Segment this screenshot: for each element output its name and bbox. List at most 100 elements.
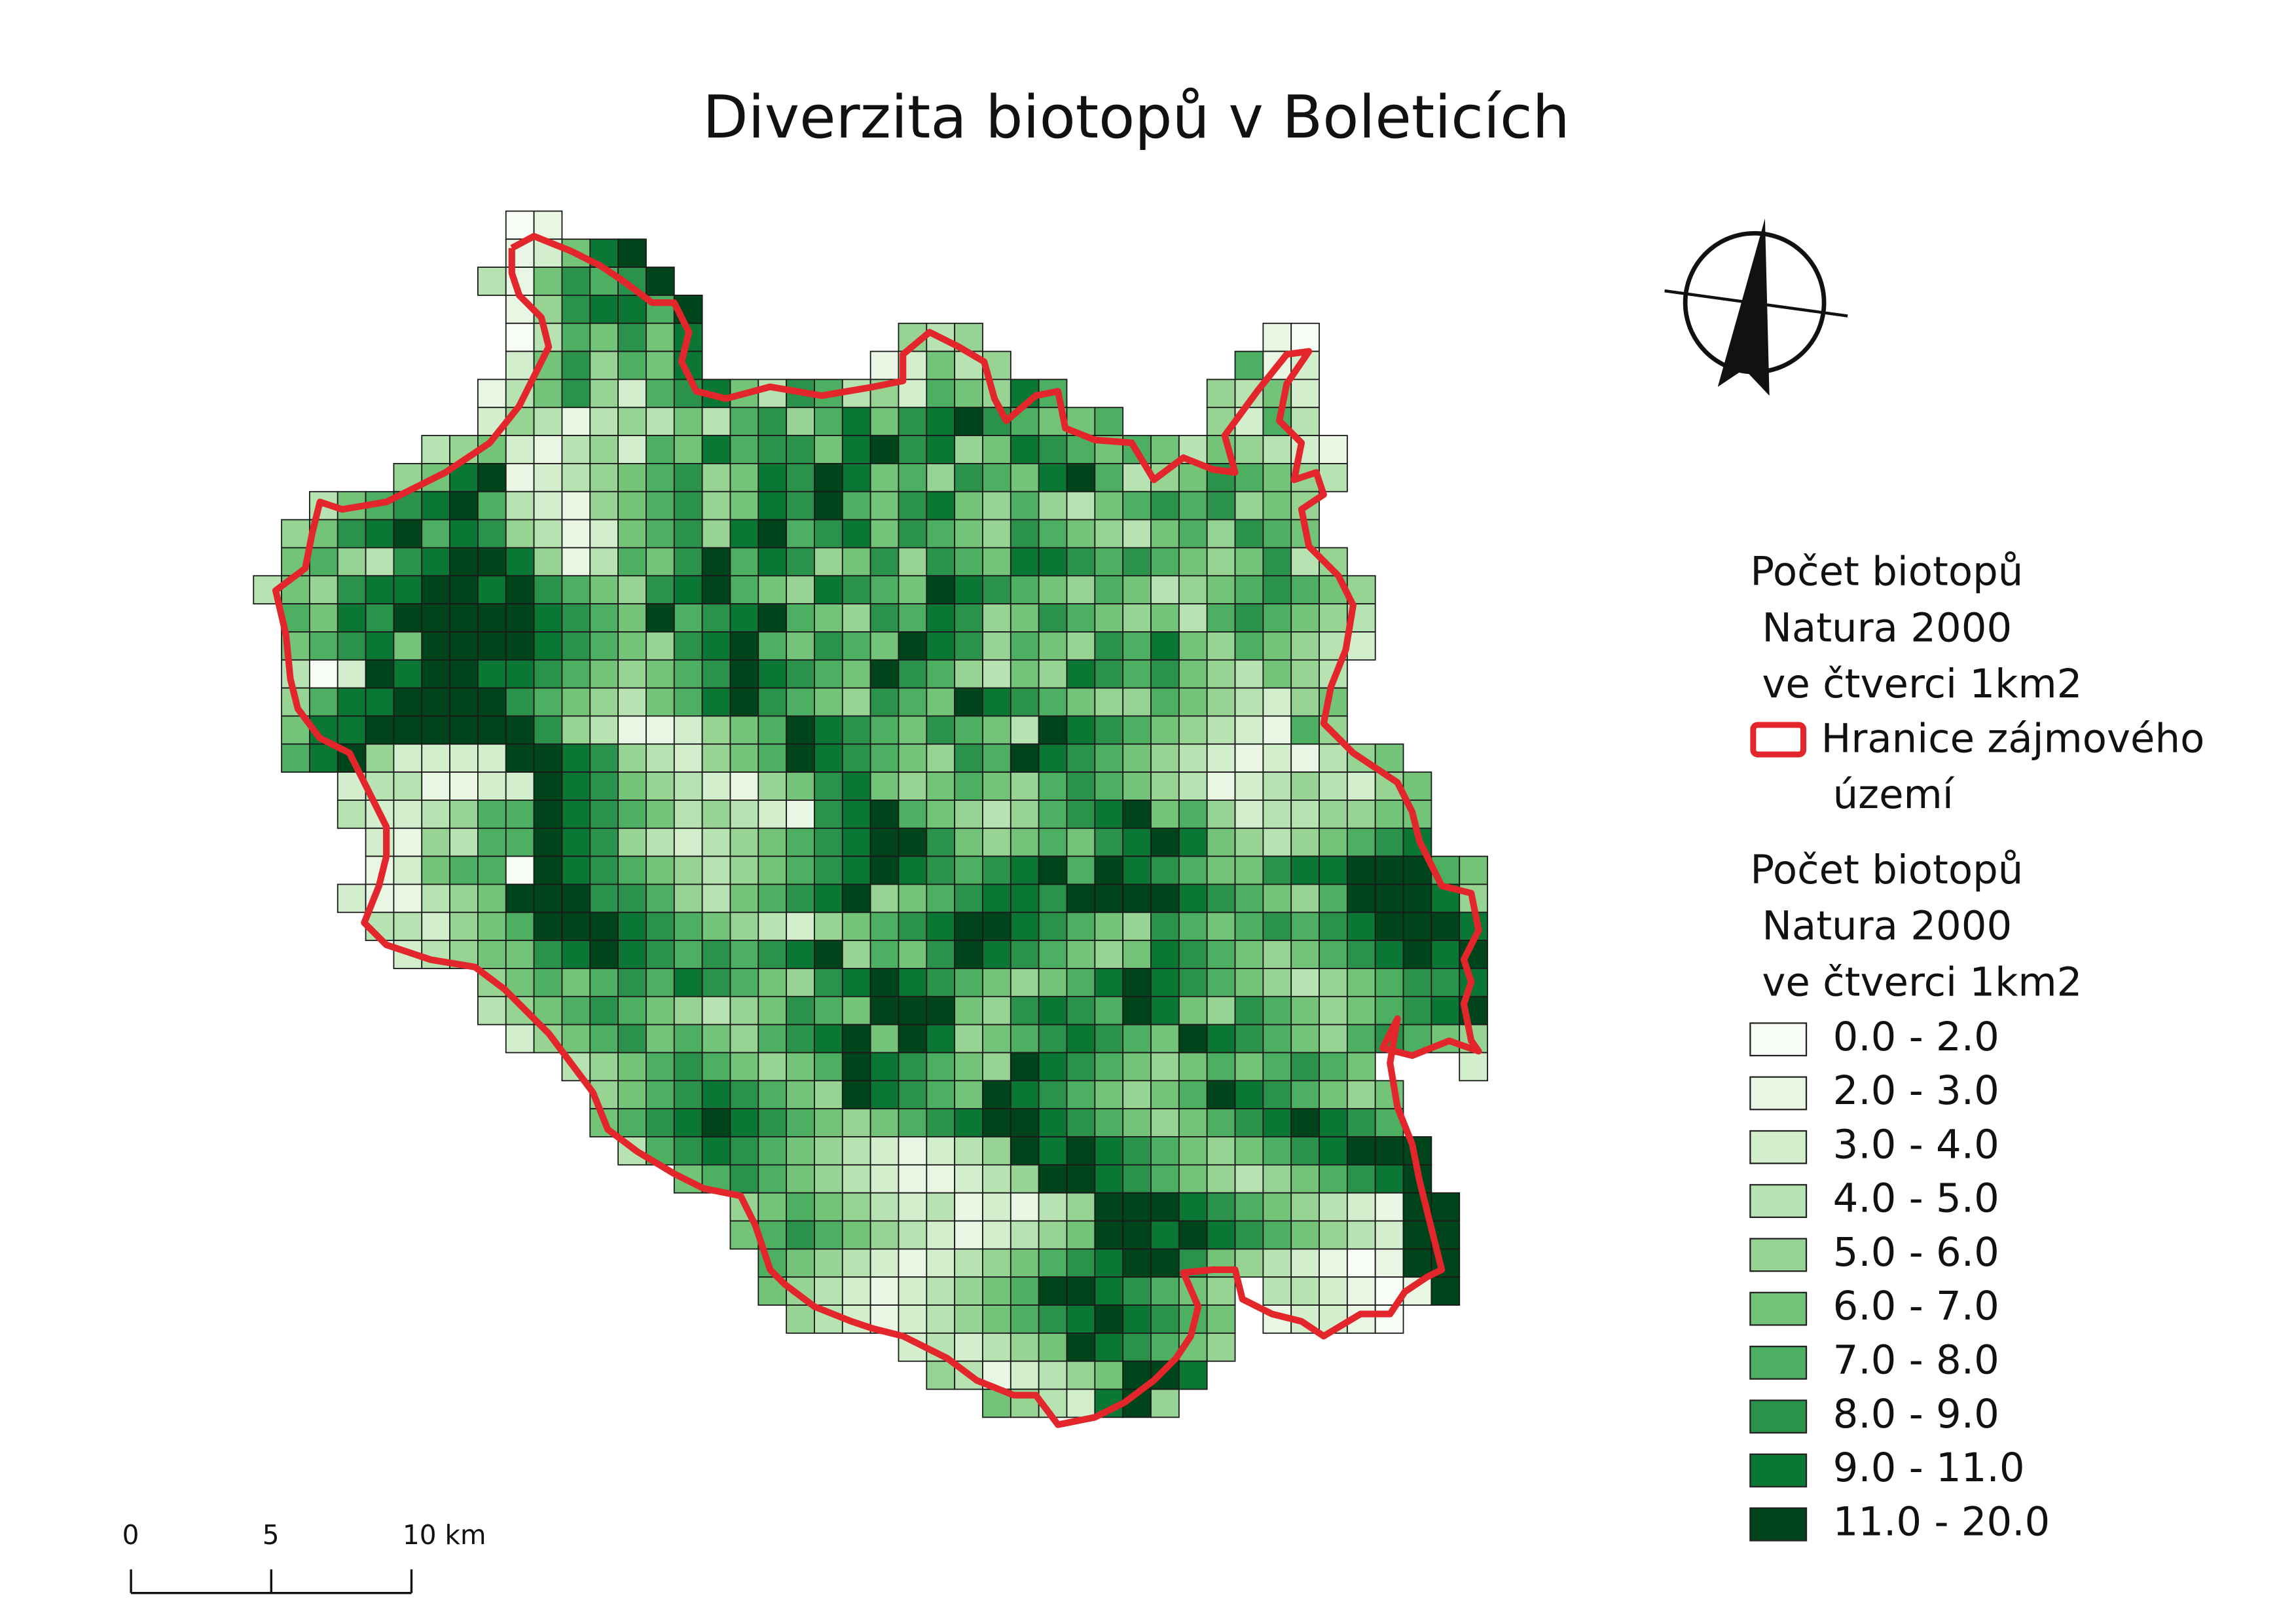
- grid-cell: [982, 1024, 1011, 1054]
- grid-cell: [449, 912, 479, 942]
- grid-cell: [729, 1136, 759, 1166]
- grid-cell: [786, 659, 815, 689]
- grid-cell: [786, 463, 815, 492]
- grid-cell: [1206, 1192, 1236, 1222]
- grid-cell: [1346, 968, 1376, 997]
- legend-boundary-label: Hranice zájmového: [1821, 715, 2205, 762]
- grid-cell: [1038, 519, 1068, 549]
- grid-cell: [646, 322, 675, 352]
- grid-cell: [1430, 940, 1461, 969]
- grid-cell: [786, 1220, 815, 1250]
- grid-cell: [1206, 995, 1236, 1025]
- grid-cell: [701, 435, 731, 464]
- grid-cell: [365, 547, 395, 577]
- grid-cell: [786, 771, 815, 801]
- grid-cell: [757, 743, 788, 773]
- grid-cell: [1319, 912, 1348, 942]
- grid-cell: [729, 687, 759, 717]
- grid-cell: [1178, 883, 1208, 913]
- grid-cell: [954, 1276, 983, 1306]
- grid-cell: [561, 968, 591, 997]
- grid-cell: [1319, 883, 1348, 913]
- grid-cell: [617, 631, 647, 661]
- grid-cell: [1038, 631, 1068, 661]
- grid-cell: [869, 1108, 900, 1137]
- grid-cell: [701, 687, 731, 717]
- grid-cell: [1290, 827, 1320, 857]
- grid-cell: [701, 940, 731, 969]
- grid-cell: [309, 575, 338, 605]
- grid-cell: [673, 435, 703, 464]
- grid-cell: [982, 855, 1011, 885]
- grid-cell: [954, 800, 983, 829]
- grid-cell: [786, 519, 815, 549]
- legend-swatch: [1749, 1184, 1808, 1218]
- grid-cell: [701, 1136, 731, 1166]
- grid-cell: [1262, 631, 1292, 661]
- grid-cell: [337, 519, 367, 549]
- grid-cell: [589, 435, 619, 464]
- grid-cell: [449, 490, 479, 521]
- grid-cell: [1150, 743, 1180, 773]
- grid-cell: [1150, 1108, 1180, 1137]
- grid-cell: [841, 1276, 871, 1306]
- grid-cell: [898, 547, 928, 577]
- grid-cell: [841, 1248, 871, 1278]
- grid-cell: [309, 659, 338, 689]
- grid-cell: [673, 1024, 703, 1054]
- grid-cell: [1262, 435, 1292, 464]
- grid-cell: [898, 1052, 928, 1082]
- grid-cell: [1319, 603, 1348, 633]
- grid-cell: [1066, 1052, 1096, 1082]
- grid-cell: [1066, 743, 1096, 773]
- grid-cell: [954, 490, 983, 521]
- grid-cell: [954, 1192, 983, 1222]
- grid-cell: [1010, 1332, 1040, 1362]
- grid-cell: [617, 519, 647, 549]
- grid-cell: [982, 1276, 1011, 1306]
- grid-cell: [729, 463, 759, 492]
- legend-boundary-label: území: [1833, 771, 1955, 818]
- grid-cell: [1178, 547, 1208, 577]
- legend: Počet biotopů Natura 2000 ve čtverci 1km2 H…: [1749, 549, 2205, 1545]
- grid-cell: [1066, 968, 1096, 997]
- legend-title: Natura 2000: [1762, 903, 2012, 950]
- grid-cell: [589, 1024, 619, 1054]
- grid-cell: [646, 490, 675, 521]
- grid-cell: [1262, 1248, 1292, 1278]
- grid-cell: [869, 1080, 900, 1110]
- grid-cell: [1066, 463, 1096, 492]
- grid-cell: [1290, 378, 1320, 409]
- grid-cell: [1206, 1052, 1236, 1082]
- grid-cell: [646, 1052, 675, 1082]
- grid-cell: [898, 519, 928, 549]
- grid-cell: [1206, 771, 1236, 801]
- grid-cell: [926, 1192, 956, 1222]
- grid-layer: [253, 210, 1488, 1418]
- scale-bar-label: 0: [122, 1519, 139, 1551]
- grid-cell: [701, 1024, 731, 1054]
- grid-cell: [1178, 771, 1208, 801]
- grid-cell: [1038, 1024, 1068, 1054]
- grid-cell: [1094, 603, 1124, 633]
- grid-cell: [589, 322, 619, 352]
- grid-cell: [561, 743, 591, 773]
- grid-cell: [1150, 575, 1180, 605]
- grid-cell: [561, 1024, 591, 1054]
- grid-cell: [505, 575, 535, 605]
- grid-cell: [729, 407, 759, 436]
- grid-cell: [646, 687, 675, 717]
- grid-cell: [757, 1192, 788, 1222]
- grid-cell: [1346, 883, 1376, 913]
- grid-cell: [841, 490, 871, 521]
- legend-label: 7.0 - 8.0: [1833, 1337, 1999, 1384]
- grid-cell: [1038, 883, 1068, 913]
- grid-cell: [1122, 968, 1152, 997]
- grid-cell: [1038, 855, 1068, 885]
- grid-cell: [505, 940, 535, 969]
- grid-cell: [1010, 1080, 1040, 1110]
- grid-cell: [814, 1248, 843, 1278]
- grid-cell: [561, 940, 591, 969]
- grid-cell: [786, 547, 815, 577]
- grid-cell: [617, 995, 647, 1025]
